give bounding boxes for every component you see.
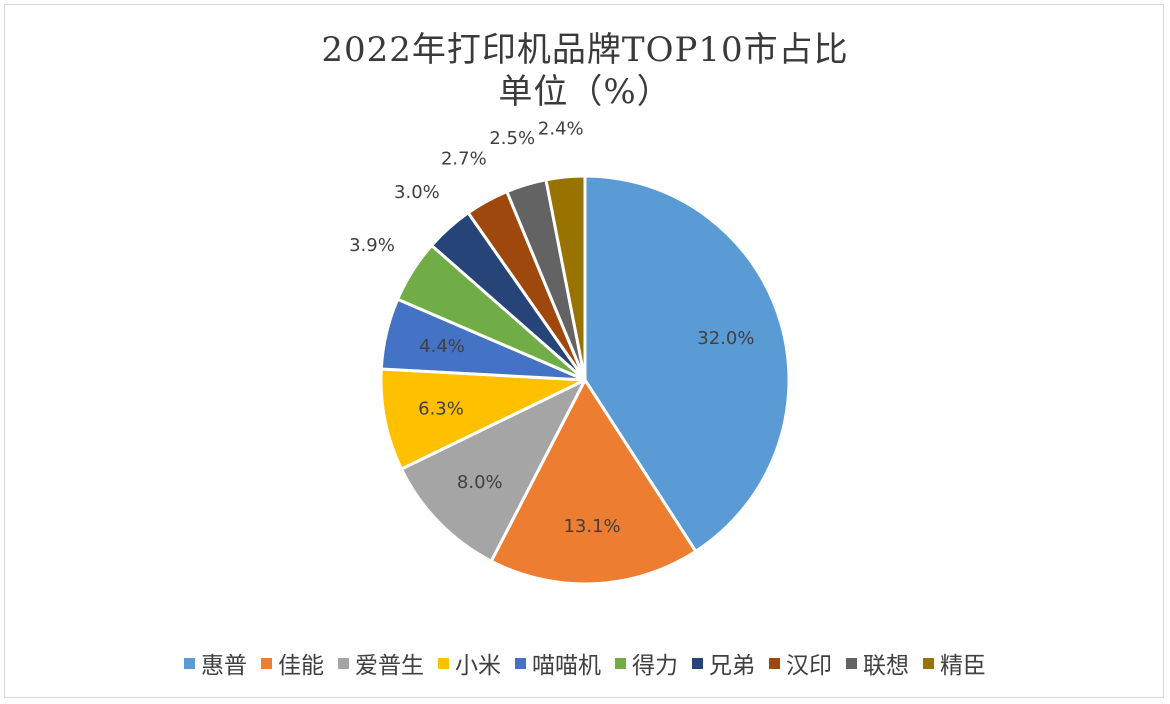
legend-label-2: 佳能 [278,653,324,679]
data-label-7: 3.0% [394,182,440,203]
data-label-8: 2.7% [441,149,487,170]
pie-slice-4 [379,367,587,471]
legend-item-8: 汉印 [769,646,832,680]
chart-title: 2022年打印机品牌TOP10市占比 [321,30,849,70]
legend-label-7: 兄弟 [709,653,755,679]
data-label-10: 2.4% [538,119,584,140]
legend-item-9: 联想 [846,646,909,680]
legend-swatch-1 [184,657,195,669]
legend-swatch-8 [769,657,780,669]
pie-slice-3 [399,378,587,563]
data-label-4: 6.3% [418,398,464,419]
legend-label-10: 精臣 [940,653,986,679]
data-label-6: 3.9% [349,235,395,256]
data-label-5: 4.4% [419,336,465,357]
pie-slice-10 [544,174,587,382]
legend-item-6: 得力 [615,646,678,680]
legend-item-2: 佳能 [261,646,324,680]
chart-legend: 惠普 佳能 爱普生 小米 喵喵机 得力 兄弟 汉印 联想 精臣 [0,646,1170,680]
legend-swatch-7 [692,657,703,669]
legend-label-4: 小米 [455,653,501,679]
data-label-2: 13.1% [563,516,620,537]
legend-swatch-6 [615,657,626,669]
data-label-1: 32.0% [697,328,754,349]
legend-label-3: 爱普生 [355,653,424,679]
legend-swatch-5 [515,657,526,669]
legend-label-9: 联想 [863,653,909,679]
legend-item-7: 兄弟 [692,646,755,680]
legend-swatch-10 [923,657,934,669]
legend-item-5: 喵喵机 [515,646,601,680]
legend-swatch-2 [261,657,272,669]
legend-item-4: 小米 [438,646,501,680]
pie-slice-2 [489,378,698,586]
legend-label-6: 得力 [632,653,678,679]
legend-swatch-4 [438,657,449,669]
data-label-3: 8.0% [457,472,503,493]
legend-label-1: 惠普 [201,653,247,679]
data-label-9: 2.5% [489,128,535,149]
legend-item-1: 惠普 [184,646,247,680]
chart-subtitle: 单位（%） [498,72,672,112]
legend-item-10: 精臣 [923,646,986,680]
legend-label-8: 汉印 [786,653,832,679]
legend-item-3: 爱普生 [338,646,424,680]
legend-swatch-3 [338,657,349,669]
legend-swatch-9 [846,657,857,669]
legend-label-5: 喵喵机 [532,653,601,679]
